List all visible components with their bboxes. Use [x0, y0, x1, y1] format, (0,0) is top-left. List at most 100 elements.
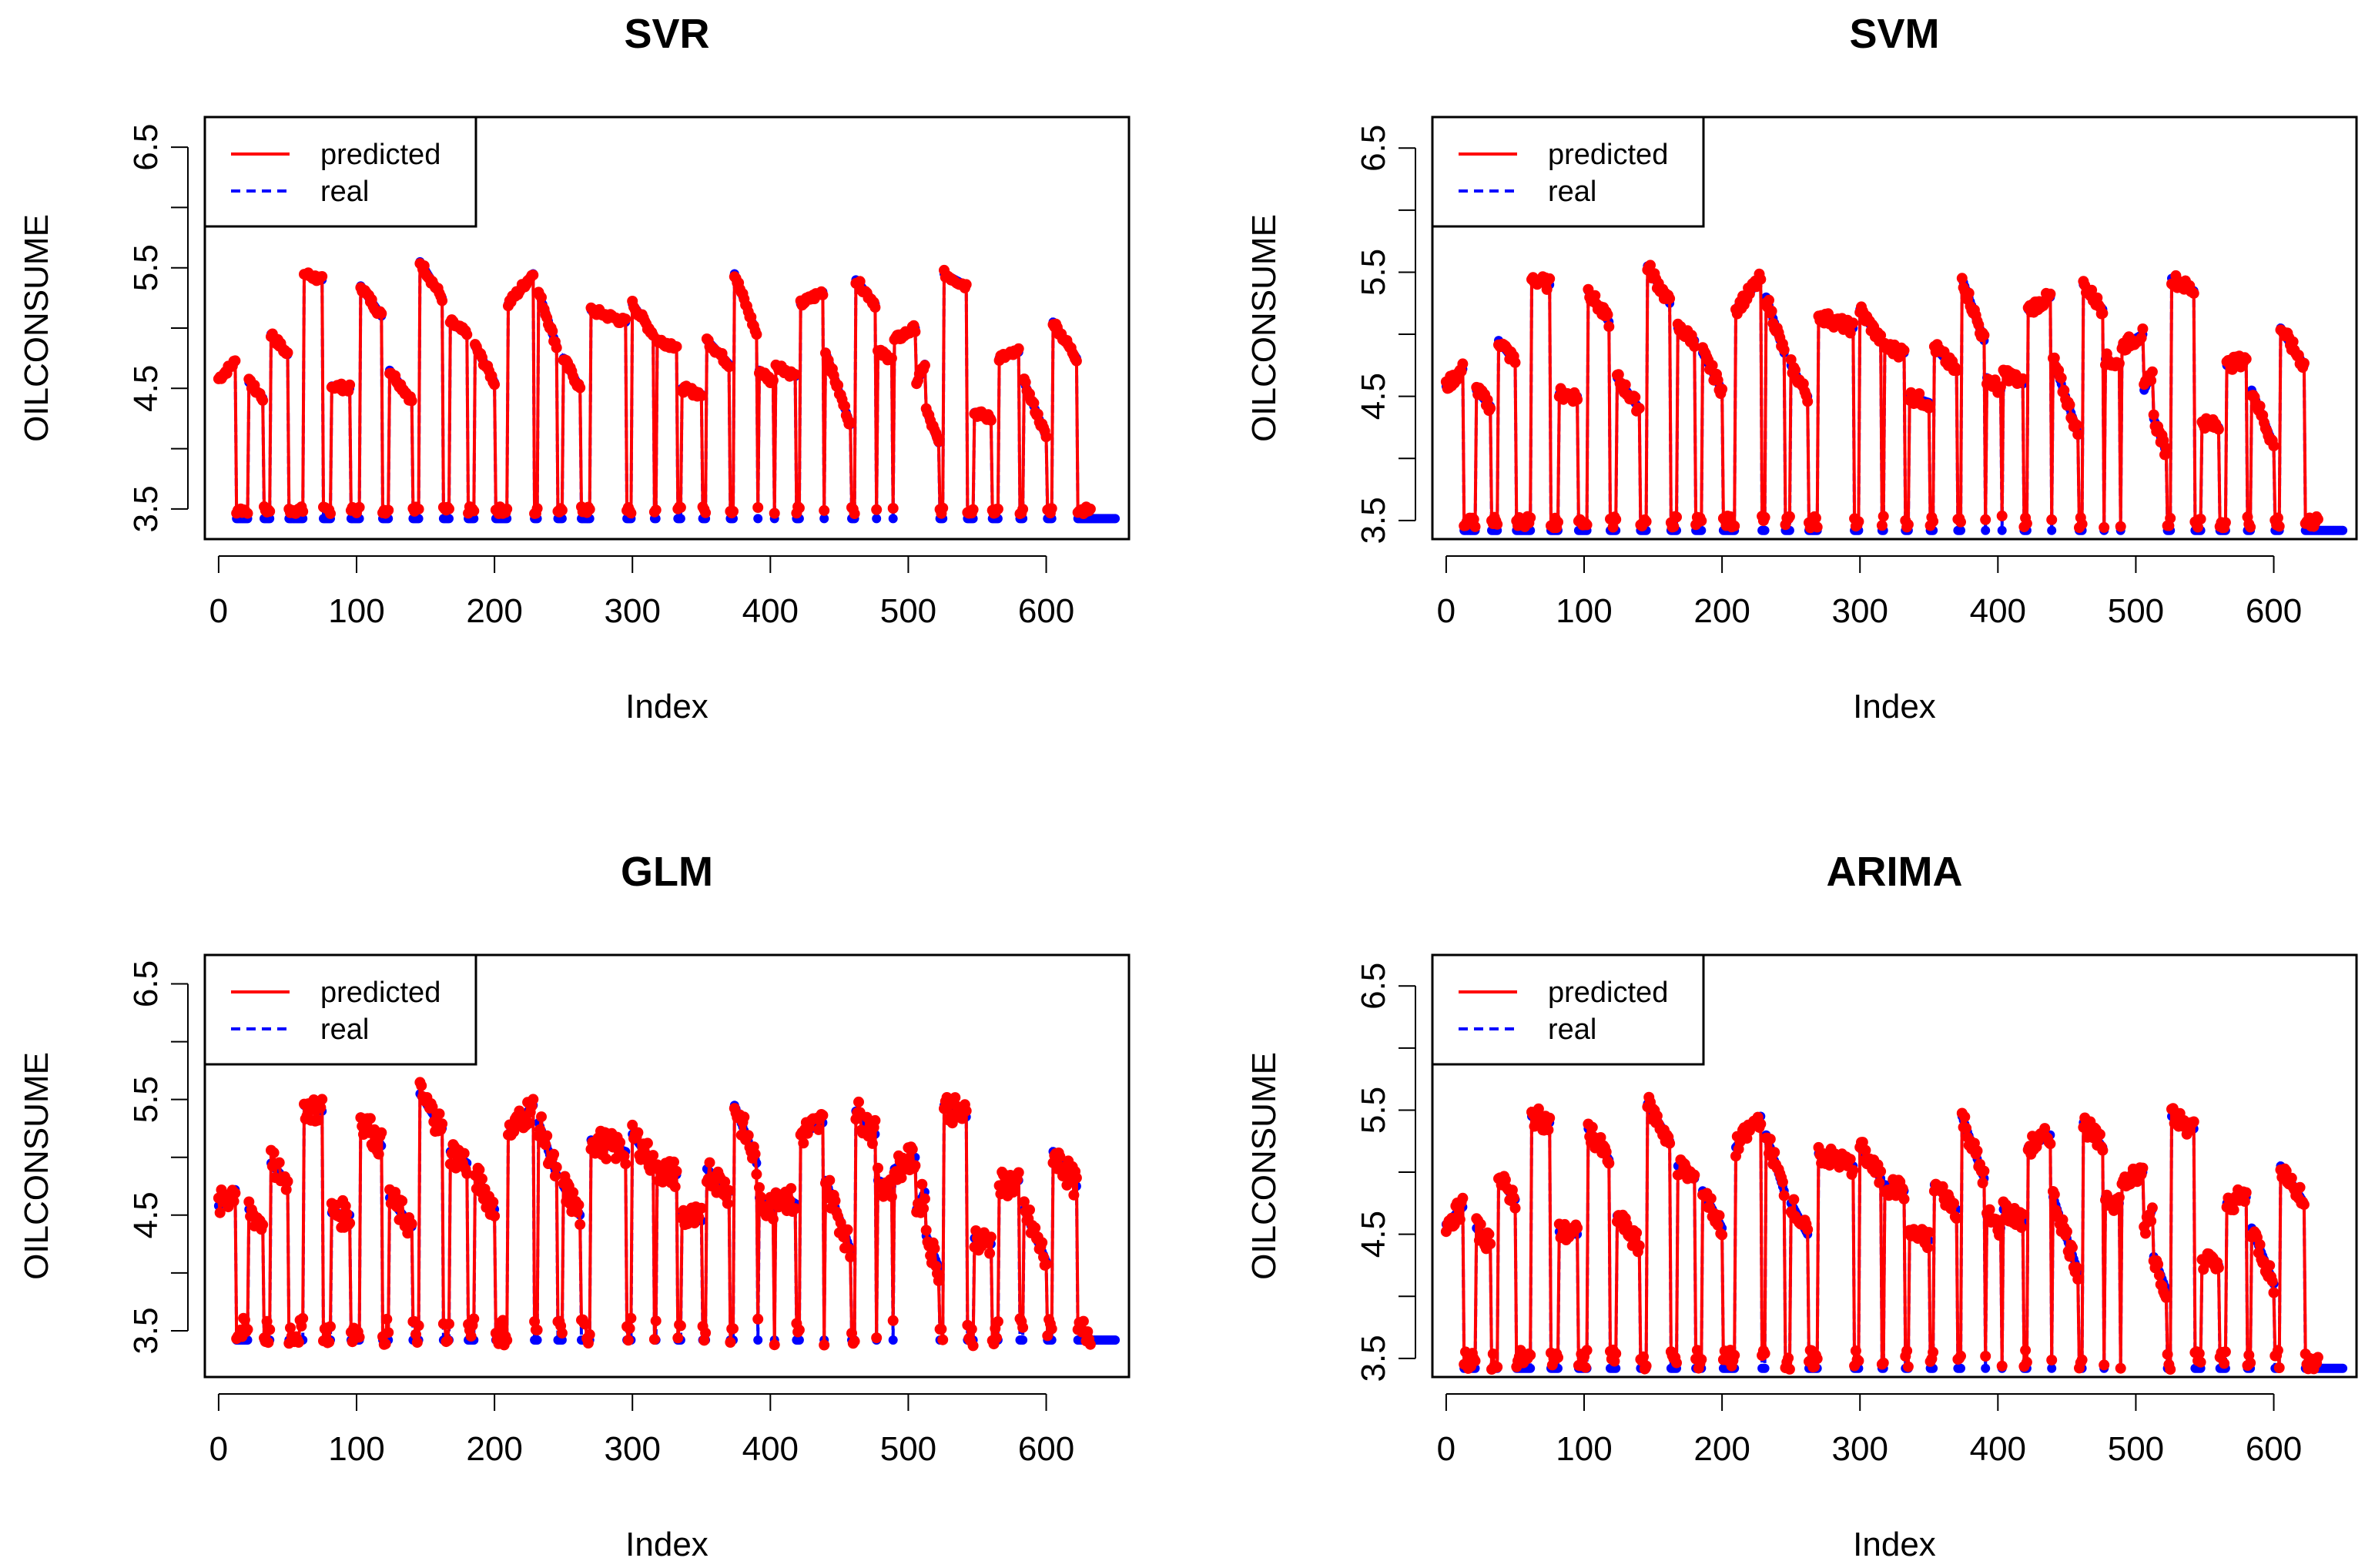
- predicted-point: [842, 1224, 853, 1235]
- predicted-point: [984, 1248, 996, 1259]
- predicted-point: [1853, 516, 1864, 528]
- predicted-point: [1844, 1154, 1856, 1165]
- predicted-point: [1729, 521, 1740, 531]
- predicted-point: [2188, 287, 2199, 299]
- predicted-point: [406, 395, 417, 407]
- predicted-point: [529, 1316, 541, 1327]
- predicted-point: [1705, 1193, 1717, 1204]
- predicted-point: [719, 1176, 731, 1188]
- predicted-point: [273, 1157, 285, 1168]
- predicted-point: [839, 400, 850, 412]
- predicted-point: [960, 1105, 972, 1117]
- chart-title: GLM: [621, 849, 713, 895]
- predicted-point: [871, 504, 883, 515]
- predicted-point: [376, 308, 387, 320]
- predicted-point: [985, 1231, 997, 1243]
- predicted-point: [2298, 357, 2310, 369]
- legend-label-predicted: predicted: [320, 139, 440, 171]
- x-tick-label: 0: [209, 592, 228, 630]
- y-axis-label: OILCONSUME: [1245, 214, 1283, 442]
- predicted-point: [1640, 516, 1652, 528]
- legend-box: [203, 116, 477, 228]
- predicted-point: [1875, 330, 1887, 341]
- predicted-point: [1769, 1147, 1780, 1158]
- predicted-point: [2146, 375, 2157, 387]
- legend-box: [1431, 116, 1705, 228]
- predicted-point: [919, 360, 930, 371]
- x-tick-label: 100: [1556, 592, 1612, 630]
- predicted-point: [434, 1108, 445, 1120]
- predicted-point: [819, 504, 830, 516]
- predicted-point: [695, 1202, 707, 1214]
- predicted-point: [1028, 397, 1040, 409]
- predicted-point: [1483, 1228, 1495, 1240]
- x-tick-label: 0: [209, 1430, 228, 1468]
- real-point: [1760, 1363, 1770, 1373]
- predicted-point: [556, 504, 568, 516]
- predicted-point: [373, 1148, 384, 1160]
- y-axis-label: OILCONSUME: [18, 1052, 55, 1280]
- predicted-point: [1068, 1189, 1080, 1201]
- predicted-point: [1457, 1192, 1469, 1204]
- predicted-point: [967, 1340, 979, 1352]
- predicted-point: [344, 1218, 356, 1229]
- predicted-point: [1810, 512, 1821, 524]
- predicted-point: [574, 1219, 586, 1230]
- x-tick-label: 500: [880, 1430, 936, 1468]
- predicted-point: [2055, 372, 2067, 384]
- predicted-point: [1630, 391, 1641, 403]
- predicted-point: [1766, 305, 1777, 317]
- real-point: [819, 514, 829, 524]
- predicted-point: [1973, 319, 1985, 330]
- predicted-point: [1898, 344, 1910, 356]
- x-tick-label: 300: [1832, 1430, 1888, 1468]
- predicted-point: [380, 1338, 391, 1350]
- predicted-point: [752, 502, 764, 513]
- predicted-point: [229, 1188, 241, 1199]
- predicted-point: [671, 341, 682, 353]
- predicted-point: [376, 1127, 387, 1138]
- predicted-point: [468, 505, 480, 517]
- predicted-point: [2113, 357, 2125, 369]
- predicted-point: [465, 1331, 477, 1342]
- predicted-point: [1084, 1338, 1096, 1350]
- x-tick-label: 400: [742, 592, 799, 630]
- predicted-point: [648, 1150, 659, 1161]
- predicted-point: [444, 503, 454, 514]
- predicted-point: [933, 1275, 944, 1287]
- predicted-point: [918, 1203, 930, 1215]
- predicted-point: [1544, 1112, 1556, 1124]
- predicted-point: [1764, 294, 1774, 306]
- predicted-point: [547, 325, 558, 337]
- predicted-point: [786, 1183, 797, 1194]
- predicted-point: [668, 1156, 679, 1168]
- predicted-point: [869, 302, 881, 313]
- predicted-point: [601, 1153, 612, 1164]
- predicted-point: [909, 1160, 921, 1171]
- predicted-point: [1811, 1353, 1823, 1365]
- x-tick-label: 300: [1832, 592, 1888, 630]
- predicted-point: [264, 506, 276, 517]
- predicted-point: [1509, 1202, 1521, 1214]
- predicted-point: [1645, 260, 1656, 271]
- predicted-point: [1640, 1360, 1652, 1372]
- predicted-point: [1755, 1118, 1767, 1130]
- predicted-point: [625, 1312, 637, 1324]
- predicted-point: [1621, 1218, 1633, 1230]
- predicted-point: [242, 1324, 253, 1335]
- series-predicted-points: [213, 258, 1096, 520]
- predicted-point: [1559, 1218, 1570, 1230]
- predicted-point: [650, 504, 662, 516]
- predicted-point: [416, 1080, 427, 1091]
- y-tick-label: 5.5: [127, 244, 165, 291]
- predicted-point: [1054, 1151, 1066, 1162]
- real-point: [2047, 525, 2057, 535]
- predicted-point: [497, 1315, 508, 1326]
- plot-frame: [203, 953, 1131, 1379]
- legend-box: [203, 953, 477, 1066]
- predicted-point: [1689, 1169, 1700, 1181]
- chart-title: ARIMA: [1827, 849, 1963, 895]
- predicted-point: [325, 1321, 336, 1332]
- predicted-point: [437, 1118, 448, 1130]
